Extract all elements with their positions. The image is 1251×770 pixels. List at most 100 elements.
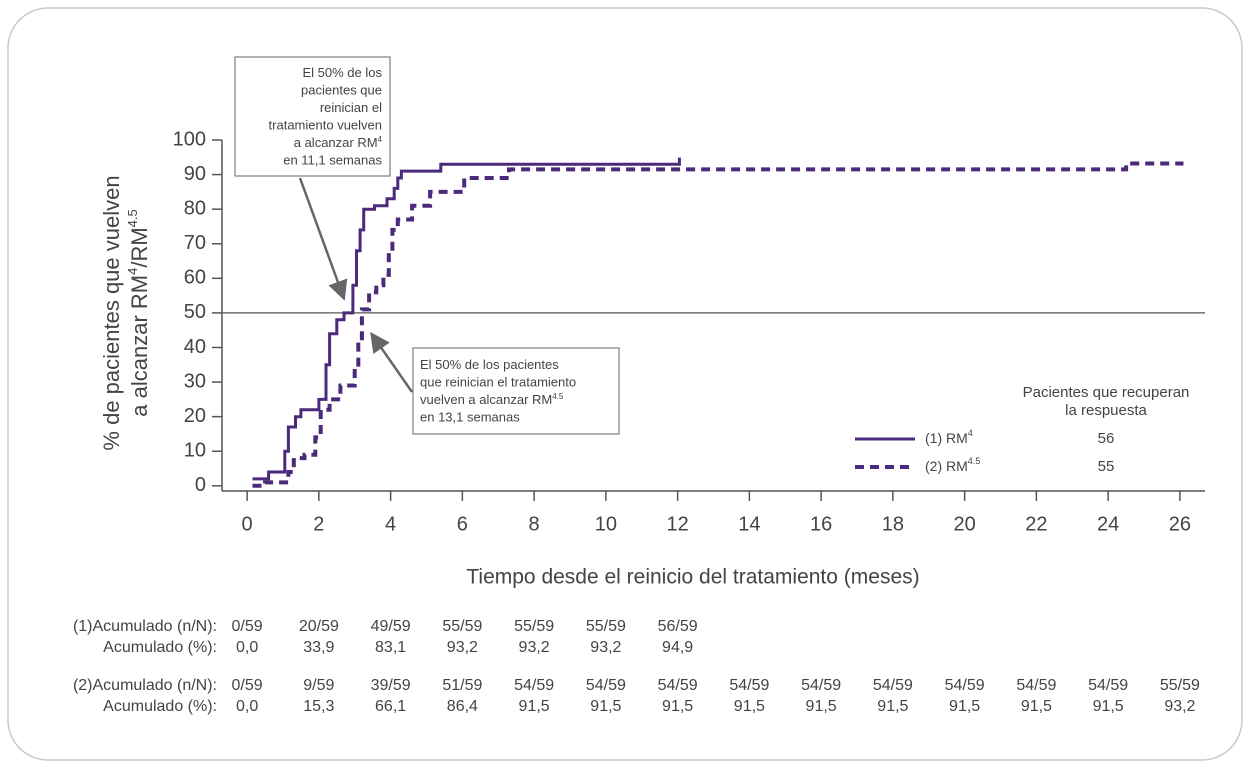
table-cell: 91,5 — [1021, 698, 1052, 715]
series-line — [252, 157, 681, 481]
text-part: en 11,1 semanas — [283, 153, 382, 168]
table-cell: 54/59 — [873, 677, 913, 694]
y-axis-label-line: a alcanzar RM4/RM4.5 — [125, 209, 152, 416]
x-tick-label: 18 — [882, 513, 904, 535]
x-tick-label: 6 — [457, 513, 468, 535]
x-tick-label: 24 — [1097, 513, 1119, 535]
table-cell: 91,5 — [1093, 698, 1124, 715]
y-tick-label: 10 — [184, 440, 206, 462]
annotation-line: que reinician el tratamiento — [420, 375, 576, 390]
annotation-line: a alcanzar RM4 — [294, 135, 383, 151]
annotation-line: pacientes que — [301, 83, 382, 98]
legend-label: (1) RM4 — [925, 428, 973, 445]
table-cell: 66,1 — [375, 698, 406, 715]
table-cell: 93,2 — [519, 639, 550, 656]
superscript: 4.5 — [125, 209, 140, 227]
text-part: a alcanzar RM — [127, 275, 152, 417]
text-part: pacientes que — [301, 83, 382, 98]
table-cell: 86,4 — [447, 698, 478, 715]
y-tick-label: 20 — [184, 405, 206, 427]
table-cell: 54/59 — [1088, 677, 1128, 694]
annotation-box — [234, 56, 391, 177]
table-cell: 55/59 — [586, 618, 626, 635]
table-cell: 33,9 — [303, 639, 334, 656]
text-part: /RM — [127, 227, 152, 267]
card — [7, 7, 1243, 761]
table-cell: 91,5 — [662, 698, 693, 715]
y-tick-label: 100 — [173, 128, 206, 150]
y-tick-label: 70 — [184, 232, 206, 254]
y-tick-label: 40 — [184, 336, 206, 358]
annotation-line: El 50% de los pacientes — [420, 357, 559, 372]
table-cell: 93,2 — [447, 639, 478, 656]
table-row-label: Acumulado (%): — [103, 639, 217, 656]
table-cell: 93,2 — [590, 639, 621, 656]
y-tick-label: 60 — [184, 267, 206, 289]
series-line — [252, 161, 1184, 488]
y-axis-label: % de pacientes que vuelven a alcanzar RM4… — [99, 175, 152, 450]
arrow — [370, 331, 414, 393]
x-tick-label: 0 — [242, 513, 253, 535]
legend-name: (1) RM — [925, 430, 968, 446]
annotation-line: en 13,1 semanas — [420, 410, 520, 425]
legend-value: 56 — [1098, 430, 1115, 447]
table-cell: 93,2 — [1164, 698, 1195, 715]
annotation-line: vuelven a alcanzar RM4.5 — [420, 392, 564, 408]
table-cell: 0/59 — [232, 618, 263, 635]
x-tick-label: 10 — [595, 513, 617, 535]
text-part: % de pacientes que vuelven — [99, 175, 124, 450]
legend-sup: 4 — [968, 428, 973, 438]
table-cell: 0,0 — [236, 698, 258, 715]
annotation-line: reinician el — [320, 100, 382, 115]
table-cell: 91,5 — [519, 698, 550, 715]
x-tick-label: 20 — [954, 513, 976, 535]
y-tick-label: 0 — [195, 474, 206, 496]
table-cell: 54/59 — [586, 677, 626, 694]
y-tick-label: 80 — [184, 197, 206, 219]
table-cell: 0/59 — [232, 677, 263, 694]
text-part: vuelven a alcanzar RM — [420, 392, 552, 407]
table-cell: 94,9 — [662, 639, 693, 656]
table-cell: 55/59 — [442, 618, 482, 635]
annotation-box — [412, 347, 620, 435]
table-cell: 55/59 — [514, 618, 554, 635]
x-tick-label: 26 — [1169, 513, 1191, 535]
text-part: reinician el — [320, 100, 382, 115]
y-axis-label-line: % de pacientes que vuelven — [99, 175, 124, 450]
table-cell: 91,5 — [949, 698, 980, 715]
arrow — [298, 177, 348, 301]
x-tick-label: 14 — [738, 513, 760, 535]
legend-title: la respuesta — [1065, 402, 1147, 419]
text-part: El 50% de los — [303, 65, 383, 80]
table-row-label: (2)Acumulado (n/N): — [73, 677, 217, 694]
table-cell: 51/59 — [442, 677, 482, 694]
y-tick-label: 50 — [184, 301, 206, 323]
legend-title: Pacientes que recuperan — [1023, 384, 1190, 401]
x-tick-label: 12 — [666, 513, 688, 535]
annotation-line: tratamiento vuelven — [269, 118, 382, 133]
table-cell: 54/59 — [801, 677, 841, 694]
superscript: 4 — [378, 135, 383, 144]
text-part: en 13,1 semanas — [420, 410, 520, 425]
table-cell: 15,3 — [303, 698, 334, 715]
text-part: El 50% de los pacientes — [420, 357, 559, 372]
annotation-line: El 50% de los — [303, 65, 383, 80]
table-cell: 0,0 — [236, 639, 258, 656]
table-cell: 49/59 — [371, 618, 411, 635]
legend-value: 55 — [1098, 458, 1115, 475]
text-part: que reinician el tratamiento — [420, 375, 576, 390]
table-cell: 39/59 — [371, 677, 411, 694]
superscript: 4 — [125, 268, 140, 275]
x-tick-label: 2 — [313, 513, 324, 535]
table-cell: 56/59 — [658, 618, 698, 635]
table-cell: 83,1 — [375, 639, 406, 656]
x-axis-label: Tiempo desde el reinicio del tratamiento… — [466, 566, 919, 589]
y-tick-label: 90 — [184, 163, 206, 185]
table-cell: 91,5 — [877, 698, 908, 715]
x-tick-label: 8 — [529, 513, 540, 535]
table-cell: 54/59 — [945, 677, 985, 694]
x-tick-label: 4 — [385, 513, 396, 535]
table-cell: 55/59 — [1160, 677, 1200, 694]
text-part: a alcanzar RM — [294, 135, 378, 150]
